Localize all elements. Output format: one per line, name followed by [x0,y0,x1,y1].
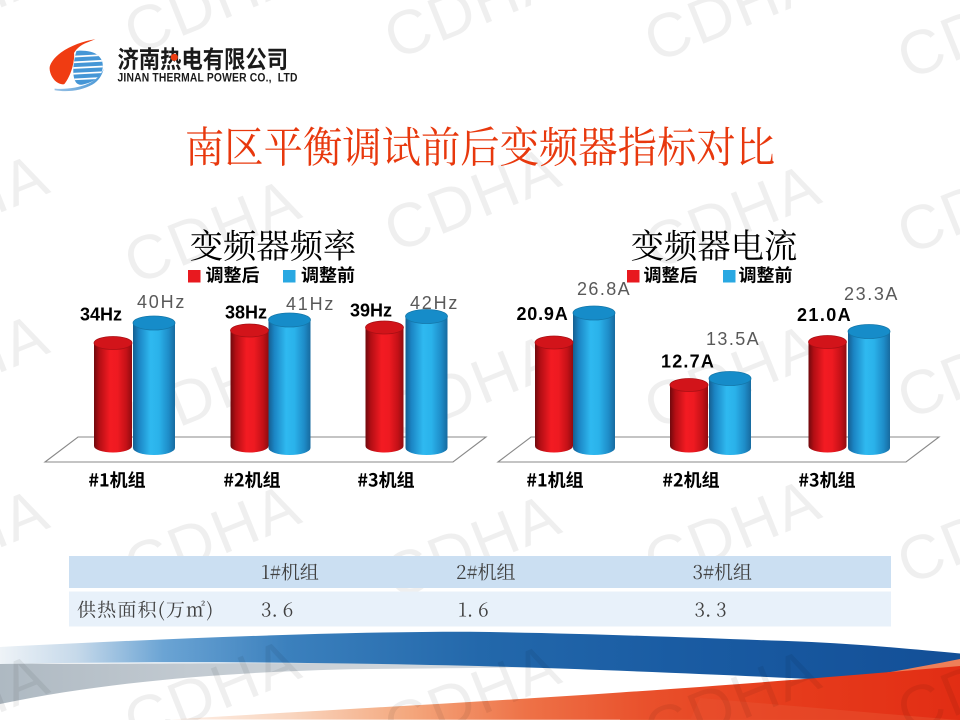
svg-text:CDHA: CDHA [0,140,59,273]
svg-text:39Hz: 39Hz [350,301,392,321]
svg-text:40Hz: 40Hz [137,292,186,312]
svg-text:CDHA: CDHA [888,465,960,598]
svg-text:CDHA: CDHA [635,150,831,283]
svg-text:JINAN THERMAL POWER CO., LTD: JINAN THERMAL POWER CO., LTD [118,72,298,85]
svg-text:42Hz: 42Hz [410,293,459,313]
svg-text:13.5A: 13.5A [706,329,760,349]
svg-text:21.0A: 21.0A [797,305,852,325]
svg-text:41Hz: 41Hz [286,294,335,314]
svg-text:CDHA: CDHA [0,300,59,433]
svg-text:12.7A: 12.7A [661,351,715,371]
svg-text:CDHA: CDHA [888,300,960,433]
svg-text:34Hz: 34Hz [80,304,122,324]
svg-text:CDHA: CDHA [0,475,59,608]
svg-text:20.9A: 20.9A [517,304,569,324]
svg-text:CDHA: CDHA [375,0,571,73]
svg-text:CDHA: CDHA [0,0,59,68]
svg-text:CDHA: CDHA [635,0,831,76]
svg-text:CDHA: CDHA [375,133,571,266]
svg-text:CDHA: CDHA [888,0,960,93]
svg-text:CDHA: CDHA [115,0,311,68]
svg-text:CDHA: CDHA [888,135,960,268]
svg-text:26.8A: 26.8A [577,279,631,299]
svg-text:23.3A: 23.3A [844,284,899,304]
svg-text:38Hz: 38Hz [225,303,267,323]
